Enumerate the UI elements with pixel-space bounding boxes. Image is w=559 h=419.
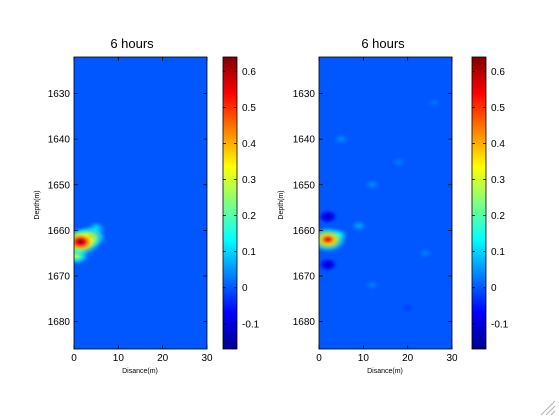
left-colorbar-ticks: -0.1 0 0.1 0.2 0.3 0.4 0.5 0.6: [223, 67, 260, 330]
y-tick-label: 1640: [48, 135, 71, 146]
colorbar-tick-label: 0.2: [491, 211, 505, 222]
right-colorbar-ticks: -0.1 0 0.1 0.2 0.3 0.4 0.5 0.6: [472, 67, 509, 330]
colorbar-tick-label: 0.1: [242, 247, 256, 258]
heat-feature: [399, 301, 417, 315]
colorbar-tick-label: -0.1: [491, 319, 509, 330]
left-title: 6 hours: [110, 36, 154, 51]
y-tick-label: 1650: [48, 180, 71, 191]
heat-feature: [319, 225, 348, 254]
y-tick-label: 1660: [293, 226, 316, 237]
colorbar-tick-label: 0.2: [242, 211, 256, 222]
colorbar-tick-label: 0.6: [491, 67, 505, 78]
right-panel: 6 hours Depth(m) Disance(m) 1630 1640 1650…: [278, 36, 458, 375]
y-tick-label: 1680: [293, 317, 316, 328]
left-colorbar: -0.1 0 0.1 0.2 0.3 0.4 0.5 0.6: [222, 56, 260, 350]
right-heatmap-field: [319, 57, 452, 349]
left-ylabel: Depth(m): [34, 190, 41, 219]
right-ylabel: Depth(m): [278, 190, 285, 219]
right-colorbar-gradient: [471, 56, 487, 350]
y-tick-label: 1670: [293, 272, 316, 283]
left-colorbar-gradient: [222, 56, 238, 350]
heatmap-background: [74, 57, 207, 349]
colorbar-tick-label: 0.5: [491, 103, 505, 114]
colorbar-tick-label: 0.4: [242, 139, 256, 150]
right-xlabel: Disance(m): [367, 368, 403, 375]
x-tick-label: 30: [446, 353, 458, 364]
x-tick-label: 10: [113, 353, 125, 364]
heat-feature: [319, 208, 339, 225]
x-tick-label: 0: [71, 353, 77, 364]
colorbar-tick-label: 0: [242, 283, 248, 294]
colorbar-tick-label: 0.3: [242, 175, 256, 186]
x-tick-label: 10: [358, 353, 370, 364]
colorbar-tick-label: 0.1: [491, 247, 505, 258]
heat-feature: [390, 155, 408, 169]
y-tick-label: 1630: [293, 89, 316, 100]
y-tick-label: 1640: [293, 135, 316, 146]
colorbar-tick-label: 0.3: [491, 175, 505, 186]
heat-feature: [74, 226, 103, 257]
y-tick-label: 1680: [48, 317, 71, 328]
heat-feature: [416, 246, 435, 260]
right-plot-frame: [318, 56, 453, 350]
colorbar-tick-label: 0.5: [242, 103, 256, 114]
heat-feature: [425, 96, 443, 109]
left-plot-frame: [73, 56, 208, 350]
left-y-ticks: 1630 1640 1650 1660 1670 1680: [48, 89, 207, 328]
y-tick-label: 1630: [48, 89, 71, 100]
right-x-ticks: 0 10 20 30: [316, 57, 458, 364]
y-tick-label: 1660: [48, 226, 71, 237]
left-panel: 6 hours Depth(m) Disance(m) 1630 1640 1650…: [34, 36, 213, 375]
left-xlabel: Disance(m): [122, 368, 158, 375]
heat-feature: [363, 178, 382, 192]
right-title: 6 hours: [361, 36, 405, 51]
colorbar-tick-label: 0.4: [491, 139, 505, 150]
left-heatmap-field: [74, 57, 207, 349]
heat-feature: [319, 256, 339, 273]
y-tick-label: 1670: [48, 272, 71, 283]
y-tick-label: 1650: [293, 180, 316, 191]
colorbar-tick-label: 0.6: [242, 67, 256, 78]
resize-grip-icon[interactable]: [540, 400, 556, 416]
heat-feature: [332, 132, 351, 146]
x-tick-label: 20: [402, 353, 414, 364]
heat-feature: [349, 218, 369, 233]
left-x-ticks: 0 10 20 30: [71, 57, 213, 364]
x-tick-label: 30: [201, 353, 213, 364]
right-y-ticks: 1630 1640 1650 1660 1670 1680: [293, 89, 452, 328]
heat-feature: [363, 278, 381, 292]
x-tick-label: 0: [316, 353, 322, 364]
colorbar-tick-label: -0.1: [242, 319, 260, 330]
right-colorbar: -0.1 0 0.1 0.2 0.3 0.4 0.5 0.6: [471, 56, 509, 350]
x-tick-label: 20: [157, 353, 169, 364]
colorbar-tick-label: 0: [491, 283, 497, 294]
